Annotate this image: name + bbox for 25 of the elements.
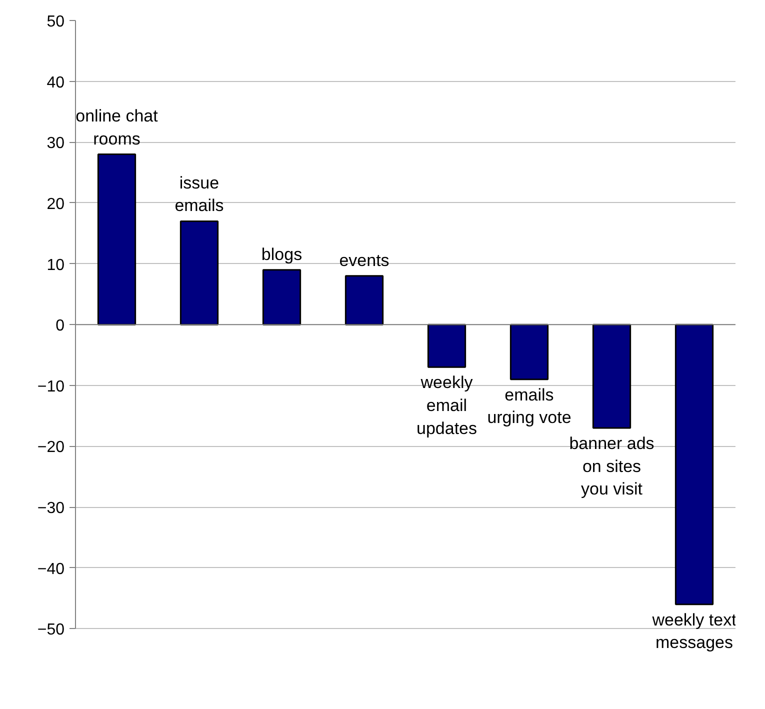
y-tick-label: 0 [56,318,65,335]
bar [510,324,549,380]
y-tick-label: 30 [46,135,65,152]
bar [97,154,136,326]
x-tick-label: events [339,250,390,270]
x-tick-label: blogs [261,244,302,264]
bar [674,324,714,606]
y-tick-label: 50 [46,14,65,30]
bar [344,275,384,326]
y-tick-label: −30 [37,500,65,518]
x-tick-label: banner ads on sites you visit [569,434,654,499]
y-tick-label: 10 [46,256,65,274]
y-tick-label: −10 [37,378,65,396]
bar [180,220,219,326]
y-tick-label: −20 [37,439,65,456]
y-tick-label: 20 [46,196,65,213]
y-tick-label: −50 [37,622,65,639]
y-tick-label: 40 [46,74,65,92]
x-tick-label: weekly email updates [416,373,477,438]
bar [592,324,632,429]
bar [427,324,466,368]
x-tick-label: issue emails [174,173,224,216]
x-tick-label: online chat rooms [76,106,158,148]
y-tick-label: −40 [37,560,65,578]
bar [262,269,302,326]
